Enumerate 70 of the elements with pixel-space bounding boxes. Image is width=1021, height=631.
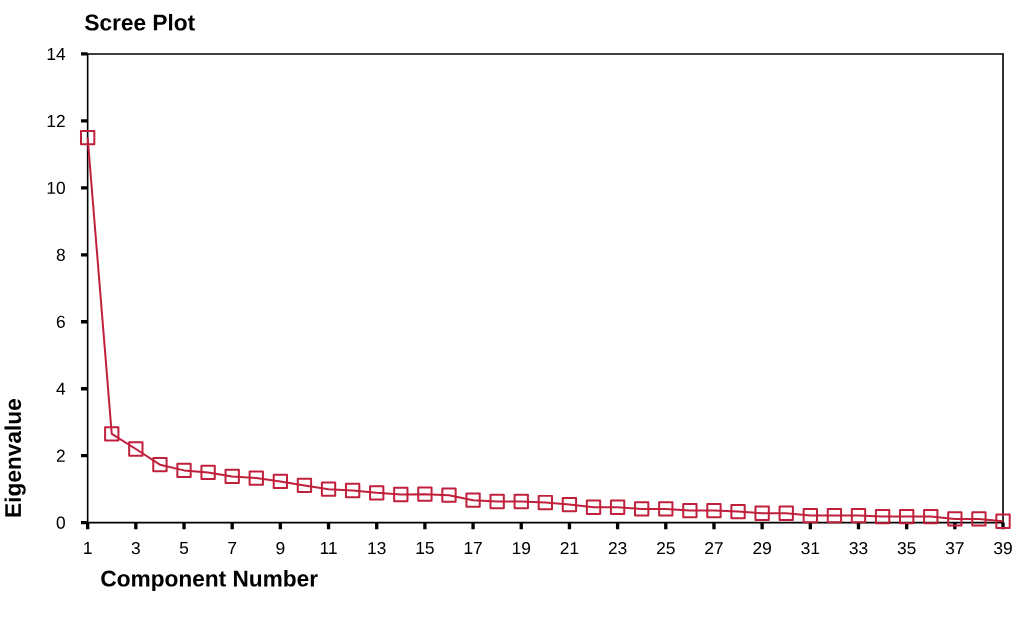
x-tick-label: 39 [994, 542, 1012, 555]
point [658, 501, 674, 517]
point [585, 499, 602, 516]
point [128, 441, 144, 457]
point [176, 462, 192, 479]
x-tick-label: 13 [368, 542, 386, 555]
y-axis-title: Eigenvalue [4, 399, 26, 517]
x-tick-label: 21 [560, 542, 579, 555]
point [874, 509, 891, 525]
point [802, 508, 818, 524]
point [971, 511, 987, 527]
x-tick-label: 19 [512, 542, 531, 555]
x-tick-label: 27 [705, 542, 723, 555]
point [465, 492, 481, 509]
point [706, 503, 722, 519]
x-tick-label: 1 [84, 542, 92, 555]
point [80, 130, 96, 146]
point [296, 478, 313, 494]
x-axis-title: Component Number [101, 570, 318, 592]
x-tick-label: 9 [276, 542, 285, 555]
point [826, 508, 843, 524]
point [272, 474, 289, 490]
x-tick-label: 29 [753, 542, 771, 555]
x-tick-label: 7 [228, 542, 237, 555]
point [923, 509, 939, 525]
point [441, 487, 457, 504]
point [513, 494, 529, 510]
point [224, 468, 240, 485]
y-tick-label: 4 [56, 382, 66, 395]
x-tick-label: 11 [320, 542, 337, 555]
point [320, 481, 337, 498]
point [754, 505, 770, 522]
point [369, 485, 385, 501]
point [850, 508, 867, 524]
x-tick-label: 17 [464, 542, 482, 555]
point [561, 497, 578, 513]
x-tick-label: 15 [416, 542, 434, 555]
point [947, 511, 963, 527]
point [200, 464, 216, 481]
point [417, 486, 433, 503]
y-tick-label: 14 [47, 48, 66, 61]
y-tick-label: 0 [56, 516, 65, 529]
x-tick-label: 31 [801, 542, 820, 555]
point [899, 509, 915, 525]
point [995, 513, 1011, 530]
point [152, 457, 168, 473]
point [682, 503, 698, 519]
y-tick-label: 6 [56, 315, 65, 329]
chart-title: Scree Plot [85, 14, 195, 31]
y-tick-label: 10 [47, 181, 65, 195]
x-tick-label: 35 [897, 542, 916, 555]
x-tick-label: 33 [849, 542, 868, 555]
x-tick-label: 37 [945, 542, 964, 555]
x-tick-label: 23 [608, 542, 627, 555]
point [489, 494, 505, 510]
point [609, 499, 626, 516]
y-tick-label: 8 [56, 248, 65, 262]
y-tick-label: 2 [56, 449, 65, 462]
point [344, 483, 361, 499]
point [104, 426, 120, 442]
point [730, 504, 746, 520]
point [393, 487, 409, 503]
x-tick-label: 3 [131, 542, 140, 555]
point [248, 470, 264, 486]
point [537, 495, 553, 511]
point [778, 505, 794, 522]
point [634, 501, 650, 517]
x-tick-label: 5 [179, 542, 189, 555]
y-tick-label: 12 [47, 115, 65, 128]
x-tick-label: 25 [657, 542, 675, 555]
